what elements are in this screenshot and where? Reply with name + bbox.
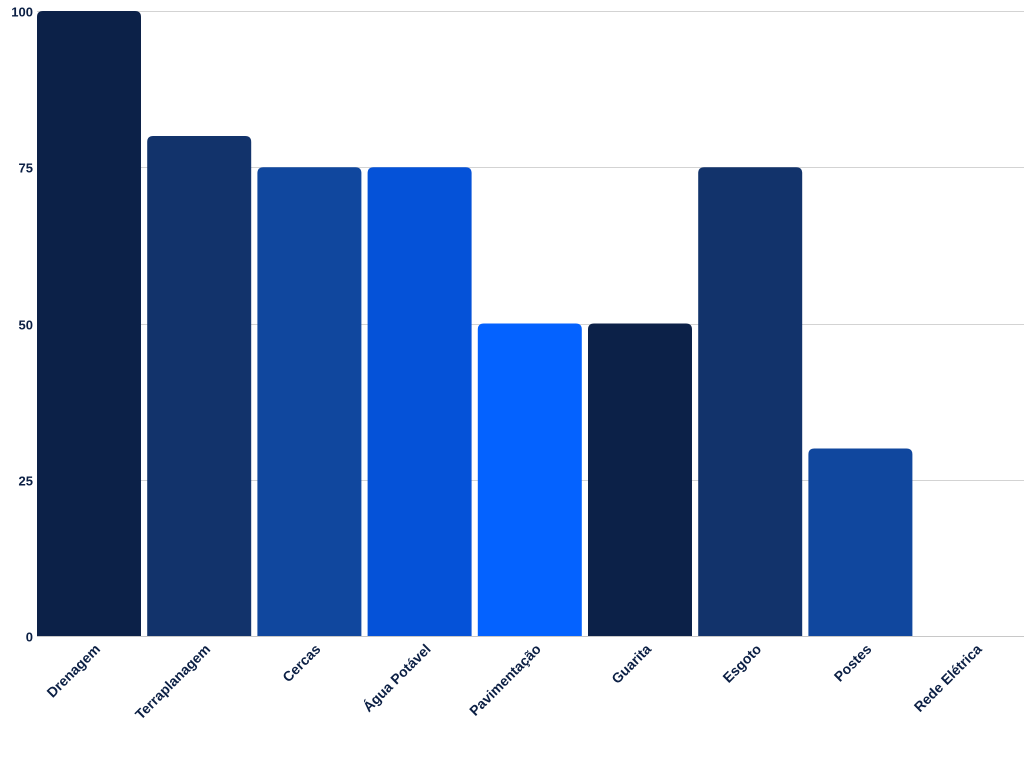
x-tick-label: Postes: [831, 641, 875, 685]
bar-terraplanagem: [147, 136, 252, 636]
x-tick-label: Drenagem: [43, 641, 103, 701]
y-tick-label: 100: [11, 5, 33, 20]
bar-cercas: [257, 167, 362, 636]
y-tick-label: 75: [19, 161, 33, 176]
x-axis: Drenagem Terraplanagem Cercas Água Potável P…: [43, 641, 984, 723]
bar-postes: [808, 448, 913, 636]
x-tick-label: Esgoto: [719, 641, 764, 686]
x-tick-label: Rede Elétrica: [911, 641, 985, 715]
x-tick-label: Guarita: [608, 641, 654, 687]
y-tick-label: 25: [19, 474, 33, 489]
x-tick-label: Água Potável: [360, 641, 434, 715]
x-tick-label: Terraplanagem: [132, 641, 214, 723]
bar-drenagem: [37, 11, 141, 636]
bar-esgoto: [698, 167, 803, 636]
bars: [37, 11, 913, 636]
x-tick-label: Cercas: [279, 641, 323, 685]
bar-guarita: [588, 323, 692, 636]
y-tick-label: 50: [19, 318, 33, 333]
y-axis: 0 25 50 75 100: [11, 5, 33, 645]
x-tick-label: Pavimentação: [466, 641, 544, 719]
bar-água-potável: [367, 167, 472, 636]
bar-pavimentação: [477, 323, 582, 636]
y-tick-label: 0: [26, 630, 33, 645]
